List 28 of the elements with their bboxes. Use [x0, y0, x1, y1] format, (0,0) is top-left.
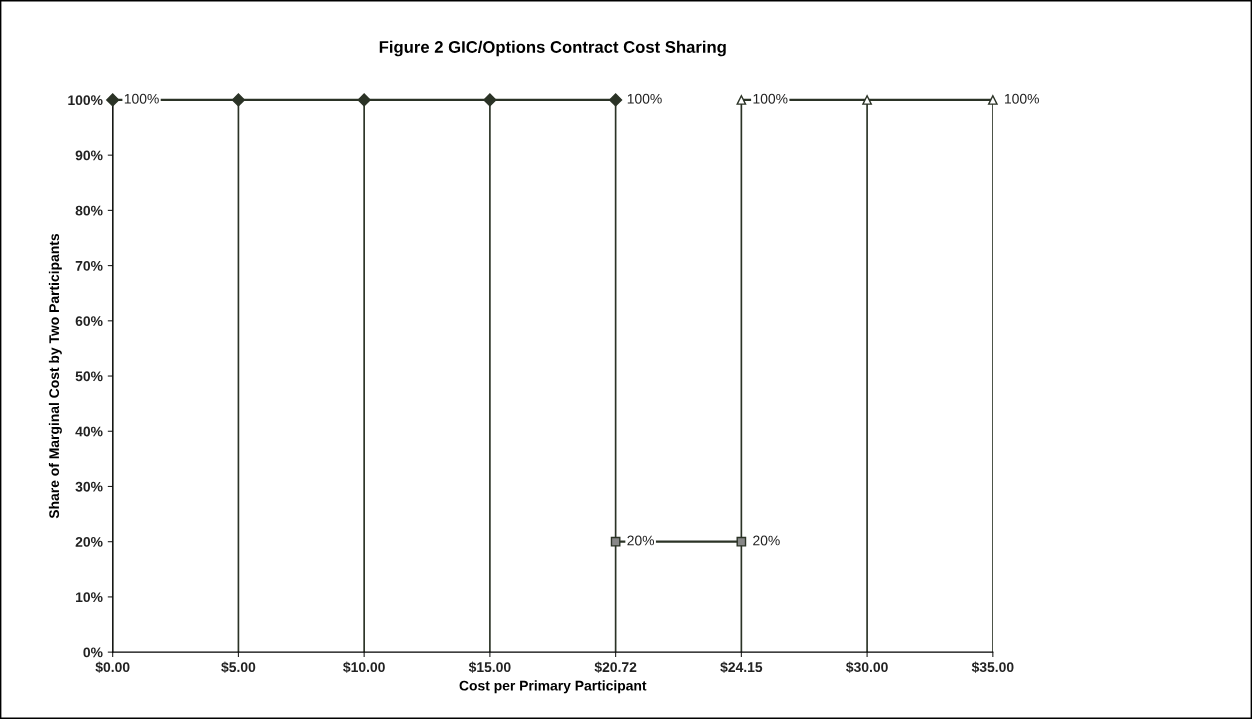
x-tick-label: $5.00 [221, 661, 256, 673]
x-tick-label: $30.00 [846, 661, 888, 673]
data-label: 100% [124, 93, 159, 104]
y-tick-label: 50% [75, 371, 103, 382]
y-tick-label: 10% [76, 592, 103, 603]
x-tick-label: $35.00 [971, 661, 1014, 673]
y-tick-label: 90% [75, 150, 103, 161]
data-label: 100% [753, 93, 788, 104]
y-tick-label: 100% [68, 95, 103, 106]
x-tick-label: $24.15 [720, 661, 763, 673]
y-tick-label: 0% [83, 647, 103, 658]
x-tick-label: $20.72 [594, 661, 637, 673]
y-tick-label: 60% [75, 316, 103, 326]
data-label: 100% [627, 93, 662, 104]
y-tick-label: 30% [75, 481, 103, 492]
data-label: 100% [1005, 93, 1039, 104]
chart-title: Figure 2 GIC/Options Contract Cost Sharing [379, 40, 726, 57]
y-tick-label: 80% [75, 205, 103, 216]
y-tick-label: 70% [75, 260, 103, 271]
data-label: 20% [753, 535, 780, 546]
x-tick-label: $10.00 [343, 661, 385, 673]
data-label: 20% [627, 535, 655, 546]
y-axis-title: Share of Marginal Cost by Two Participants [48, 233, 62, 519]
x-tick-label: $15.00 [468, 661, 511, 673]
y-tick-label: 40% [75, 426, 103, 437]
x-axis-title: Cost per Primary Participant [459, 680, 647, 694]
y-tick-label: 20% [75, 537, 103, 547]
x-tick-label: $0.00 [95, 661, 130, 673]
